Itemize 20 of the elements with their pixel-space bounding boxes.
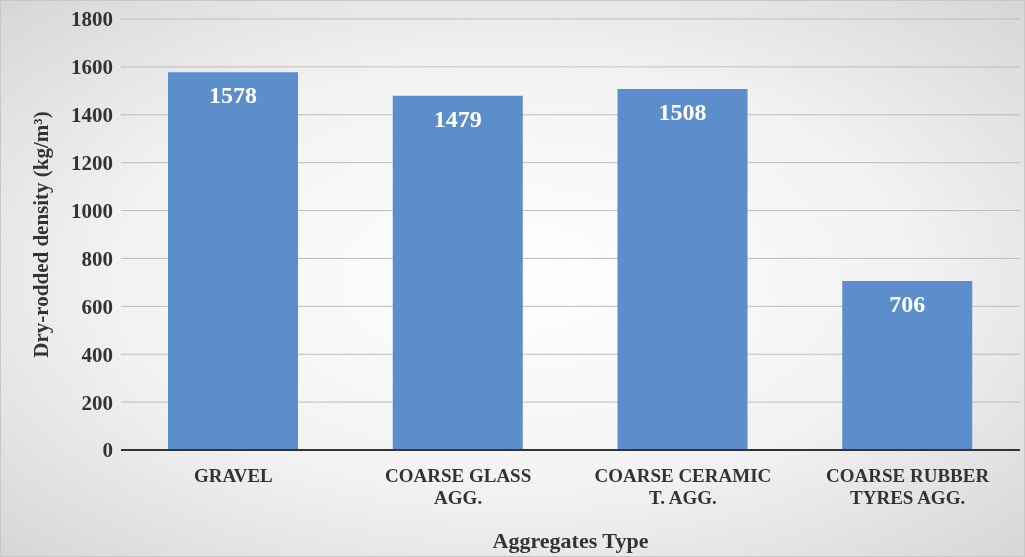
- y-tick-label: 1400: [71, 103, 113, 128]
- x-tick-label: COARSE CERAMIC T. AGG.: [594, 465, 772, 508]
- y-tick-label: 1000: [71, 199, 113, 224]
- data-label: 1578: [209, 82, 257, 109]
- y-tick-label: 0: [102, 438, 113, 463]
- y-tick-label: 1600: [71, 55, 113, 80]
- data-label: 706: [889, 290, 926, 317]
- data-label: 1508: [658, 98, 707, 125]
- y-tick-label: 400: [81, 342, 113, 367]
- x-tick-label: COARSE RUBBER TYRES AGG.: [826, 465, 990, 508]
- y-tick-label: 1800: [71, 7, 113, 32]
- x-tick-label: COARSE GLASS AGG.: [385, 465, 532, 508]
- y-tick-label: 800: [81, 246, 113, 271]
- y-tick-label: 600: [81, 294, 113, 319]
- x-tick-label: GRAVEL: [193, 465, 273, 486]
- y-axis-title: Dry-rodded density (kg/m³): [29, 111, 54, 358]
- y-tick-label: 200: [81, 390, 113, 415]
- y-tick-label: 1200: [71, 151, 113, 176]
- data-label: 1479: [433, 105, 482, 132]
- x-axis-title: Aggregates Type: [492, 528, 649, 553]
